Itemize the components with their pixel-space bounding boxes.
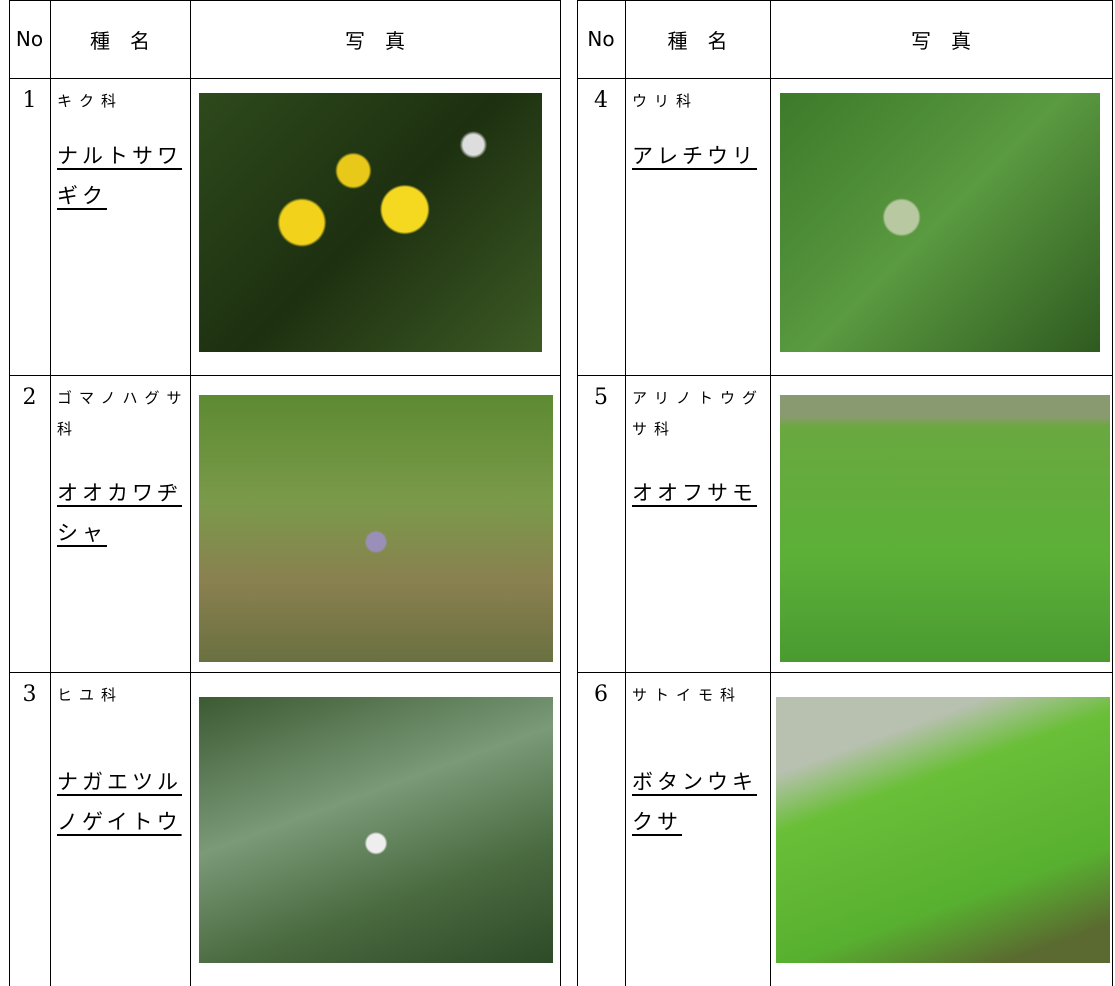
- family: ヒユ科: [57, 686, 124, 704]
- family: キク科: [57, 92, 124, 110]
- rule: [577, 0, 1112, 1]
- photo: [199, 395, 553, 662]
- species-name: ナルトサワギク: [57, 144, 182, 208]
- rule: [50, 0, 51, 986]
- rule: [9, 375, 560, 376]
- rule: [577, 78, 1112, 79]
- row-no: 2: [22, 385, 37, 410]
- species-name: オオフサモ: [632, 481, 757, 505]
- photo: [780, 93, 1100, 352]
- rule: [9, 0, 10, 986]
- species-name: ボタンウキクサ: [632, 770, 757, 834]
- header-photo: 写 真: [911, 28, 971, 53]
- rule: [577, 375, 1112, 376]
- photo: [776, 697, 1110, 963]
- rule: [9, 78, 560, 79]
- species-name: ナガエツルノゲイトウ: [57, 770, 182, 834]
- rule: [625, 0, 626, 986]
- header-photo: 写 真: [345, 28, 405, 53]
- rule: [770, 0, 771, 986]
- family: ゴマノハグサ科: [57, 389, 189, 438]
- family: サトイモ科: [632, 686, 743, 704]
- rule: [577, 672, 1112, 673]
- rule: [9, 0, 560, 1]
- header-name: 種 名: [667, 28, 728, 53]
- header-name: 種 名: [90, 28, 150, 53]
- header-no: No: [587, 27, 615, 51]
- family: ウリ科: [632, 92, 699, 110]
- rule: [1112, 0, 1113, 986]
- photo: [199, 697, 553, 963]
- row-no: 6: [594, 682, 608, 707]
- row-no: 1: [22, 88, 37, 113]
- species-name: アレチウリ: [632, 144, 757, 168]
- rule: [9, 672, 560, 673]
- family: アリノトウグサ科: [632, 389, 765, 438]
- rule: [560, 0, 561, 986]
- rule: [190, 0, 191, 986]
- header-no: No: [15, 27, 44, 51]
- rule: [577, 0, 578, 986]
- photo: [199, 93, 542, 352]
- row-no: 5: [594, 385, 608, 410]
- species-name: オオカワヂシャ: [57, 481, 182, 545]
- row-no: 3: [22, 682, 37, 707]
- photo: [780, 395, 1110, 662]
- row-no: 4: [594, 88, 608, 113]
